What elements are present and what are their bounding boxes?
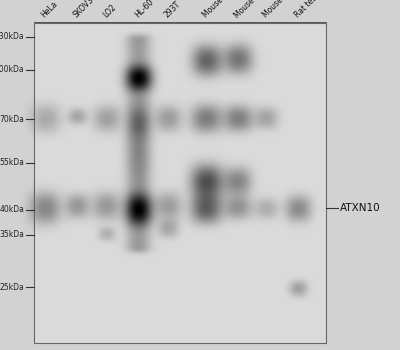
Text: HL-60: HL-60 [133,0,155,20]
Text: Mouse heart: Mouse heart [201,0,241,20]
Text: 70kDa: 70kDa [0,114,24,124]
Text: 130kDa: 130kDa [0,32,24,41]
Text: 55kDa: 55kDa [0,158,24,167]
Text: SKOV3: SKOV3 [72,0,96,20]
Text: 293T: 293T [162,0,182,20]
Text: 35kDa: 35kDa [0,230,24,239]
Text: Mouse liver: Mouse liver [261,0,298,20]
Text: 100kDa: 100kDa [0,65,24,75]
Text: Rat testis: Rat testis [293,0,325,20]
Text: 25kDa: 25kDa [0,282,24,292]
Text: LO2: LO2 [101,3,118,20]
Bar [34,23,326,343]
Text: Mouse kidney: Mouse kidney [232,0,276,20]
Text: HeLa: HeLa [40,0,60,20]
Text: 40kDa: 40kDa [0,205,24,215]
Text: ATXN10: ATXN10 [340,203,381,213]
